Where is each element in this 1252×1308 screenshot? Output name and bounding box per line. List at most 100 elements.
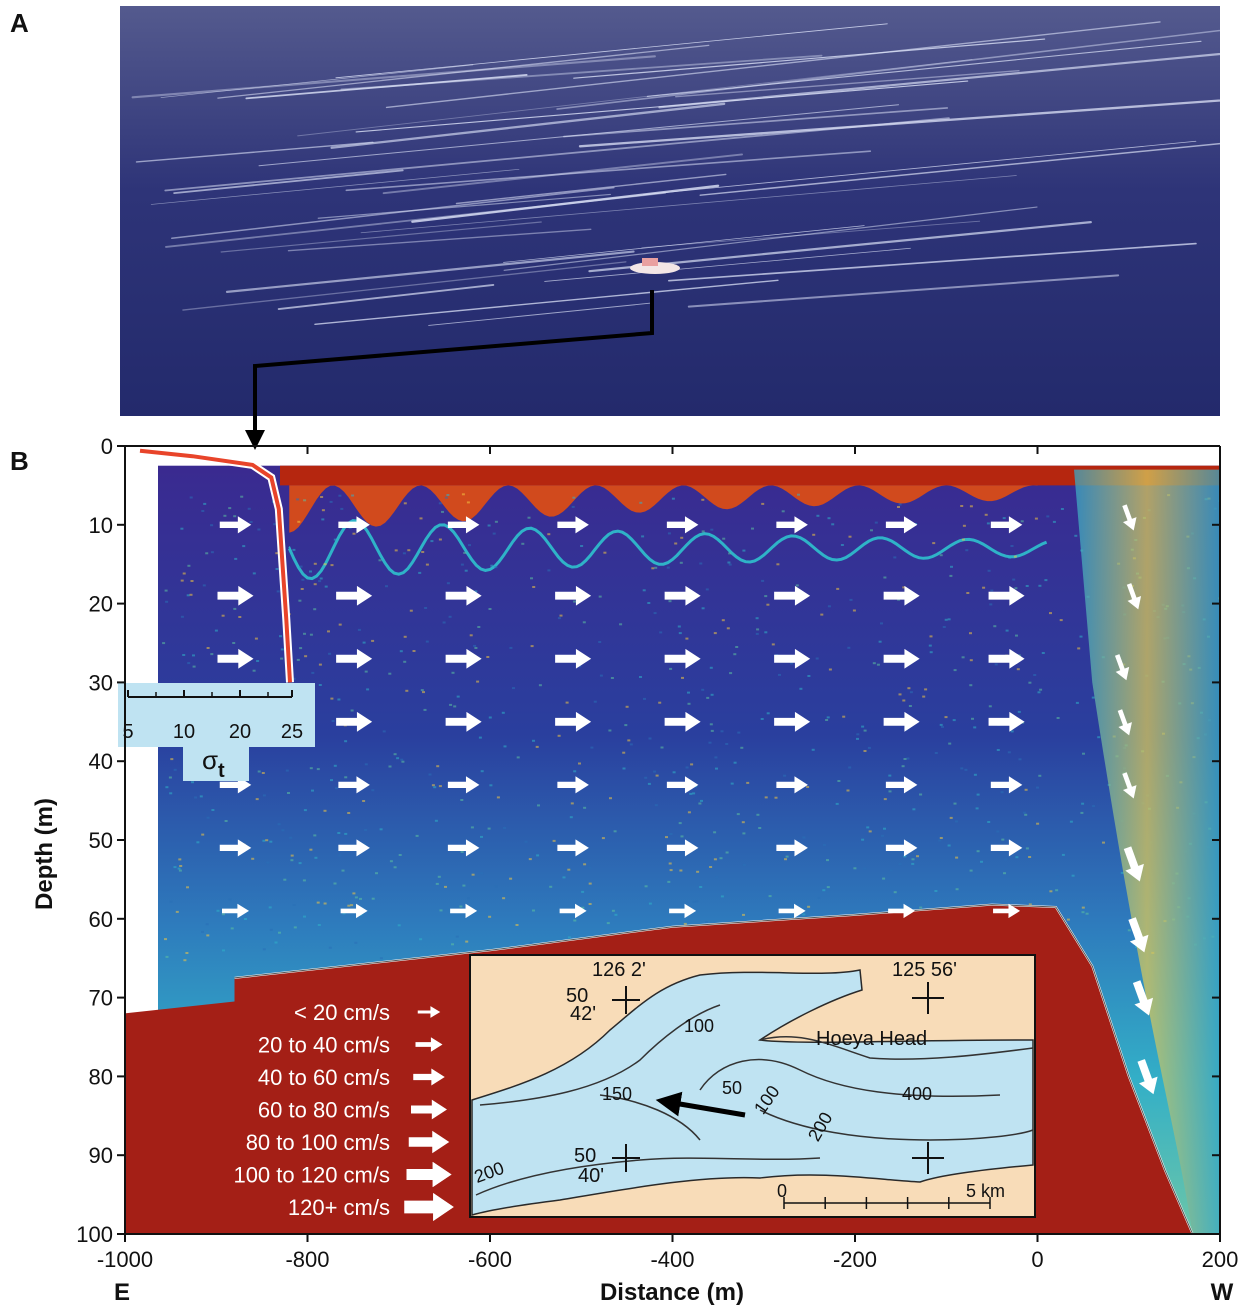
echo-speck <box>1028 681 1032 684</box>
echo-speck <box>444 496 448 499</box>
echo-speck <box>474 647 478 649</box>
echo-speck <box>329 500 333 503</box>
sigma-t-tick-label: 10 <box>173 721 195 743</box>
current-arrow <box>778 903 806 919</box>
echo-speck <box>362 641 366 644</box>
echo-speck <box>352 532 356 535</box>
echo-speck <box>273 523 277 526</box>
echo-speck <box>911 858 915 861</box>
echo-speck <box>929 651 933 654</box>
echo-speck <box>321 509 325 512</box>
echo-speck <box>233 515 237 518</box>
echo-speck <box>194 796 198 799</box>
echo-speck <box>573 600 577 603</box>
inset-lat-label-2-deg: 50 <box>574 1145 596 1167</box>
slick-line <box>503 206 1038 271</box>
x-tick-label: -400 <box>650 1247 694 1272</box>
current-arrow <box>888 903 916 919</box>
echo-speck <box>751 527 754 530</box>
echo-speck <box>655 774 659 777</box>
survey-boat <box>630 258 680 274</box>
current-arrow <box>776 839 808 857</box>
echo-speck <box>863 750 867 752</box>
echo-speck <box>876 663 880 666</box>
echo-speck <box>1056 717 1060 719</box>
echo-speck <box>806 786 810 788</box>
echo-speck <box>701 498 705 501</box>
echo-speck <box>852 609 856 612</box>
echo-speck <box>327 630 330 633</box>
slick-line <box>556 29 1220 110</box>
arrow-head <box>237 903 249 919</box>
arrow-head <box>356 776 370 794</box>
echo-speck <box>588 903 592 905</box>
echo-speck <box>934 890 938 892</box>
current-arrow <box>885 516 918 534</box>
echo-speck <box>953 802 957 805</box>
current-arrow-downslope <box>1122 772 1137 799</box>
current-arrow <box>219 839 252 857</box>
echo-speck <box>1010 545 1014 547</box>
current-arrow <box>990 776 1023 794</box>
echo-speck <box>964 768 968 771</box>
echo-speck <box>882 877 886 880</box>
echo-speck <box>802 913 806 916</box>
arrow-head <box>466 711 482 732</box>
slick-line <box>578 99 1220 148</box>
echo-speck <box>191 781 194 784</box>
echo-speck <box>984 513 988 516</box>
echo-speck <box>827 517 831 520</box>
inset-contour-label: 150 <box>602 1084 632 1104</box>
echo-speck <box>221 913 225 916</box>
arrow-head <box>1125 863 1144 882</box>
echo-speck <box>247 507 251 510</box>
echo-speck <box>318 580 322 583</box>
echo-speck <box>883 827 886 830</box>
echo-speck <box>760 718 764 720</box>
arrow-head <box>1009 648 1025 669</box>
current-arrow <box>217 585 254 606</box>
inset-scale-ticks <box>783 1197 991 1209</box>
echo-speck <box>331 720 335 722</box>
echo-speck <box>840 544 844 546</box>
echo-speck <box>364 829 368 831</box>
current-arrow <box>447 516 480 534</box>
echo-speck <box>567 868 571 871</box>
slick-line <box>225 250 635 293</box>
echo-speck <box>173 768 177 771</box>
echo-speck <box>1001 838 1005 841</box>
echo-speck <box>298 862 302 865</box>
echo-speck <box>572 496 576 499</box>
echo-speck <box>524 840 528 843</box>
current-arrow <box>557 776 589 794</box>
inset-crosshair <box>912 1142 944 1174</box>
echo-speck <box>268 906 272 909</box>
echo-speck <box>192 654 195 657</box>
inset-contour <box>479 1004 721 1106</box>
current-arrow-downslope <box>1128 917 1149 953</box>
echo-speck <box>478 736 482 739</box>
echo-speck <box>969 869 973 872</box>
slick-line <box>641 220 981 249</box>
slick-line <box>317 193 611 219</box>
echo-speck <box>275 568 279 570</box>
echo-speck <box>598 595 602 598</box>
legend-label: 100 to 120 cm/s <box>233 1163 390 1188</box>
echo-speck <box>853 867 857 870</box>
echo-speck <box>290 859 294 862</box>
arrow-head <box>356 711 373 732</box>
current-arrow <box>447 776 480 794</box>
echo-speck <box>881 834 884 837</box>
echo-speck <box>1033 674 1037 676</box>
echo-speck <box>581 906 585 909</box>
echo-speck <box>537 804 540 807</box>
echo-speck <box>639 501 643 504</box>
echo-speck <box>530 577 533 580</box>
echo-speck <box>433 786 437 789</box>
echo-speck <box>421 551 425 553</box>
echo-speck <box>313 583 317 586</box>
echo-speck <box>570 802 574 805</box>
echo-speck <box>695 900 699 903</box>
echo-speck <box>466 501 470 504</box>
echo-speck <box>647 782 651 785</box>
